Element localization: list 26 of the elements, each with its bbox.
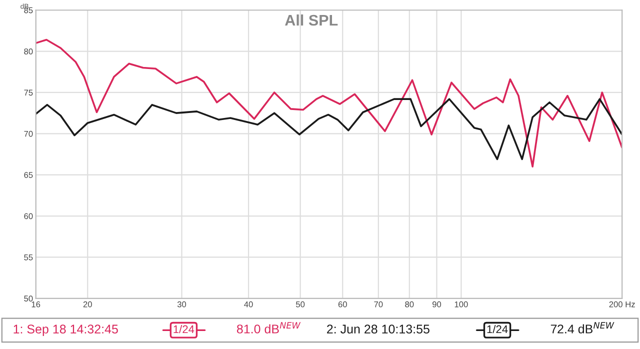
y-tick-label: 70 [24,130,33,137]
text: 81.0 dB$^{NEW}$ [236,322,301,334]
y-tick-label: 55 [24,254,33,260]
text: 2: Jun 28 10:13:55 [327,324,430,334]
y-tick-label: 50 [24,296,33,302]
x-tick-label: 40 [244,301,253,308]
x-tick-label: 90 [432,301,442,308]
x-tick-label: 70 [374,301,383,308]
y-tick-label: 65 [24,172,33,178]
text: 1: Sep 18 14:32:45 [14,324,118,336]
x-tick-label: 16 [32,301,40,308]
text: 1/24 [487,324,508,334]
chart-title: All SPL [285,14,338,26]
text: 1/24 [174,324,194,334]
x-tick-label: 50 [296,301,305,308]
y-tick-label: 80 [24,48,33,54]
x-tick-label: 100 [454,301,468,308]
x-tick-label: 200 Hz [609,301,635,308]
x-tick-label: 80 [405,301,414,308]
y-tick-label: 85 [24,7,33,14]
y-tick-label: 60 [24,213,33,220]
x-tick-label: 20 [83,301,92,308]
y-tick-label: 75 [24,90,33,96]
text: 72.4 dB$^{NEW}$ [550,322,614,334]
x-tick-label: 30 [177,301,186,308]
x-tick-label: 60 [338,301,347,308]
